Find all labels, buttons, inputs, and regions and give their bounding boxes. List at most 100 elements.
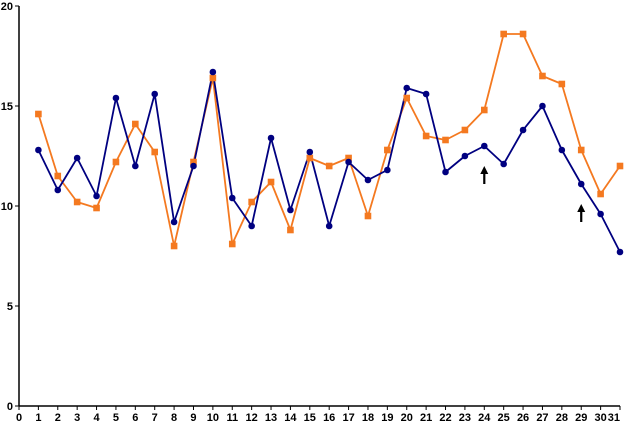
series-1-point: [539, 72, 546, 80]
series-0-point: [93, 192, 100, 200]
series-0-point: [209, 68, 217, 76]
x-tick-label: 19: [381, 412, 393, 422]
series-1-point: [500, 30, 507, 38]
series-0-point: [422, 90, 430, 98]
series-0-point: [519, 126, 527, 134]
series-0-point: [577, 180, 585, 188]
series-0-point: [54, 186, 62, 194]
x-tick-label: 3: [74, 412, 80, 422]
series-0-point: [112, 94, 120, 102]
x-tick-label: 23: [459, 412, 471, 422]
x-tick-label: 30: [594, 412, 606, 422]
x-tick-label: 31: [608, 412, 620, 422]
x-tick-label: 17: [342, 412, 354, 422]
series-1-point: [190, 158, 197, 166]
x-tick-label: 21: [420, 412, 432, 422]
series-0-point: [364, 176, 372, 184]
series-1-point: [519, 30, 527, 38]
y-tick-label: 20: [1, 1, 13, 13]
series-0-point: [190, 162, 197, 170]
series-1-line: [37, 33, 621, 247]
series-0-point: [480, 142, 488, 150]
series-0-point: [35, 146, 42, 154]
x-tick-label: 12: [246, 412, 258, 422]
series-1-point: [132, 120, 139, 128]
x-tick-label: 1: [35, 412, 41, 422]
series-1-point: [577, 146, 585, 154]
series-0-point: [616, 248, 624, 256]
series-0-point: [403, 84, 411, 92]
series-1-point: [461, 126, 469, 134]
series-0-point: [248, 222, 255, 230]
up-arrow-icon: [480, 166, 489, 184]
series-0-point: [461, 152, 469, 160]
series-0-point: [325, 222, 333, 230]
x-tick-label: 11: [226, 412, 238, 422]
x-tick-label: 29: [575, 412, 587, 422]
series-1-point: [364, 212, 372, 220]
series-markers: [35, 30, 624, 256]
y-tick-label: 5: [7, 301, 13, 313]
series-0-point: [597, 210, 604, 218]
series-0-point: [228, 194, 236, 202]
x-tick-label: 22: [439, 412, 451, 422]
series-1-point: [442, 136, 449, 144]
series-1-point: [403, 94, 411, 102]
series-1-point: [480, 106, 488, 114]
x-tick-label: 7: [152, 412, 158, 422]
series-1-point: [151, 148, 159, 156]
series-1-point: [209, 74, 217, 82]
x-tick-label: 16: [323, 412, 335, 422]
x-tick-label: 28: [556, 412, 568, 422]
x-tick-label: 20: [401, 412, 413, 422]
x-tick-label: 27: [536, 412, 548, 422]
x-tick-label: 9: [190, 412, 196, 422]
x-tick-label: 5: [113, 412, 119, 422]
series-1-point: [93, 204, 100, 212]
series-1-point: [112, 158, 120, 166]
x-tick-label: 10: [207, 412, 219, 422]
x-tick-label: 8: [171, 412, 177, 422]
series-0-point: [306, 148, 314, 156]
series-1-point: [597, 190, 604, 198]
series-1-point: [616, 162, 624, 170]
arrow-head: [577, 204, 586, 212]
y-tick-label: 0: [7, 401, 13, 413]
series-1-point: [287, 226, 294, 234]
series-0-point: [151, 90, 159, 98]
series-0-point: [442, 168, 449, 176]
x-tick-label: 18: [362, 412, 374, 422]
series-0-point: [267, 134, 275, 142]
x-tick-label: 14: [284, 412, 297, 422]
series-1-point: [558, 80, 566, 88]
series-1-point: [248, 198, 255, 206]
series-0-point: [558, 146, 566, 154]
y-tick-label: 15: [1, 101, 13, 113]
x-tick-label: 2: [55, 412, 61, 422]
series-0-point: [287, 206, 294, 214]
series-1-point: [170, 242, 178, 250]
x-tick-label: 13: [265, 412, 277, 422]
x-tick-label: 4: [93, 412, 100, 422]
annotations: [480, 166, 586, 222]
series-1-point: [325, 162, 333, 170]
series-1-point: [384, 146, 391, 154]
x-tick-label: 24: [478, 412, 491, 422]
series-1-point: [54, 172, 62, 180]
series-0-point: [170, 218, 178, 226]
series-lines: [37, 33, 621, 253]
y-tick-label: 10: [1, 201, 13, 213]
series-0-point: [384, 166, 391, 174]
series-1-point: [345, 154, 352, 162]
series-0-point: [73, 154, 81, 162]
up-arrow-icon: [577, 204, 586, 222]
series-1-point: [267, 178, 275, 186]
x-tick-label: 15: [304, 412, 316, 422]
x-tick-label: 26: [517, 412, 529, 422]
x-tick-label: 6: [132, 412, 138, 422]
arrow-head: [480, 166, 489, 174]
x-tick-label: 25: [498, 412, 510, 422]
series-1-point: [422, 132, 430, 140]
